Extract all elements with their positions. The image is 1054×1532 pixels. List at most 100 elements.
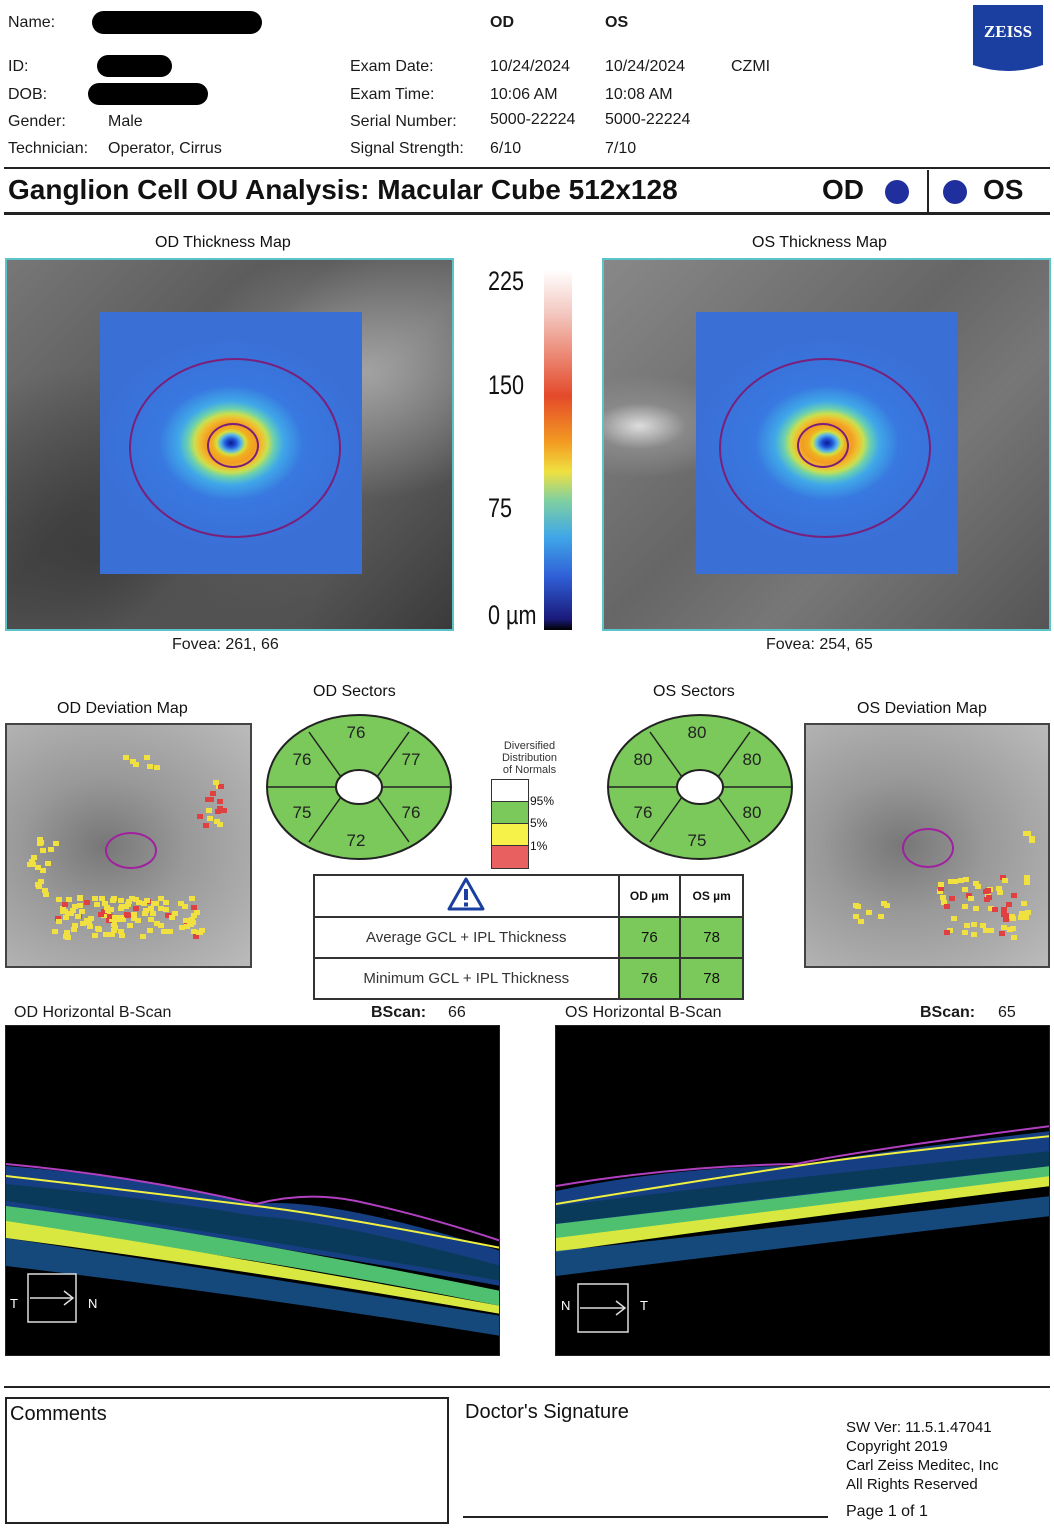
deviation-pixel: [962, 930, 969, 936]
deviation-pixel: [158, 922, 165, 928]
deviation-pixel: [161, 929, 168, 935]
deviation-pixel: [190, 904, 197, 910]
deviation-pixel: [108, 916, 115, 922]
scale-tick-150: 150: [488, 370, 525, 400]
deviation-pixel: [133, 897, 140, 903]
deviation-pixel: [133, 762, 140, 768]
deviation-pixel: [952, 879, 959, 885]
deviation-pixel: [107, 906, 114, 912]
deviation-pixel: [150, 901, 157, 907]
exam-date-od: 10/24/2024: [490, 58, 571, 75]
exam-time-os: 10:08 AM: [605, 86, 673, 103]
technician-label: Technician:: [8, 140, 89, 157]
deviation-pixel: [962, 887, 969, 893]
legend-5: 5%: [530, 816, 548, 830]
deviation-pixel: [154, 920, 161, 926]
gcl-ipl-summary-table: OD µm OS µm Average GCL + IPL Thickness …: [313, 874, 744, 1000]
deviation-pixel: [108, 931, 115, 937]
deviation-pixel: [855, 904, 862, 910]
os-bscan-title: OS Horizontal B-Scan: [565, 1004, 722, 1021]
average-thickness-od: 76: [617, 916, 682, 959]
od-deviation-map: [5, 723, 252, 968]
deviation-pixel: [189, 916, 196, 922]
deviation-pixel: [71, 923, 78, 929]
os-sector-upper-left: 80: [634, 750, 653, 769]
os-sector-lower-right: 80: [743, 803, 762, 822]
od-inner-ellipse: [207, 423, 259, 468]
deviation-pixel: [97, 912, 104, 918]
deviation-pixel: [208, 797, 215, 803]
deviation-pixel: [162, 907, 169, 913]
deviation-pixel: [983, 897, 990, 903]
os-sector-lower-left: 76: [634, 803, 653, 822]
deviation-pixel: [92, 933, 98, 939]
deviation-pixel: [84, 918, 91, 924]
deviation-pixel: [940, 899, 947, 905]
deviation-pixel: [96, 926, 103, 932]
od-bscan-left-dir: T: [10, 1296, 18, 1311]
deviation-pixel: [1009, 926, 1016, 931]
deviation-pixel: [144, 897, 151, 903]
redacted-name: [92, 11, 262, 34]
deviation-pixel: [987, 928, 994, 934]
id-label: ID:: [8, 58, 29, 75]
title-os: OS: [983, 174, 1024, 205]
deviation-pixel: [971, 921, 978, 927]
deviation-pixel: [125, 913, 132, 919]
page-title: Ganglion Cell OU Analysis: Macular Cube …: [8, 174, 678, 205]
normals-legend-title: Diversified Distribution of Normals: [487, 740, 572, 776]
deviation-pixel: [189, 895, 196, 901]
os-thickness-title: OS Thickness Map: [752, 234, 887, 251]
od-thickness-title: OD Thickness Map: [155, 234, 291, 251]
deviation-pixel: [216, 805, 223, 811]
os-sector-top: 80: [688, 723, 707, 742]
deviation-pixel: [1010, 934, 1017, 940]
deviation-pixel: [91, 895, 98, 901]
legend-title-line-2: Distribution: [501, 752, 558, 764]
od-bscan-number: 66: [448, 1004, 466, 1021]
zeiss-logo-text: ZEISS: [984, 22, 1032, 41]
deviation-pixel: [86, 924, 93, 930]
name-label: Name:: [8, 14, 56, 31]
serial-os: 5000-22224: [605, 111, 691, 128]
deviation-pixel: [45, 860, 52, 866]
os-sectors-chart: 80 80 80 76 80 75: [607, 714, 793, 860]
deviation-pixel: [182, 918, 189, 924]
deviation-pixel: [140, 933, 147, 939]
od-bscan-title: OD Horizontal B-Scan: [14, 1004, 172, 1021]
exam-time-od: 10:06 AM: [490, 86, 558, 103]
deviation-pixel: [77, 903, 84, 908]
deviation-pixel: [99, 895, 106, 901]
deviation-pixel: [982, 927, 989, 933]
serial-od: 5000-22224: [490, 111, 576, 128]
deviation-pixel: [39, 848, 46, 854]
page-number: Page 1 of 1: [846, 1503, 928, 1520]
od-sectors-title: OD Sectors: [313, 683, 396, 700]
deviation-pixel: [204, 797, 211, 803]
deviation-pixel: [102, 932, 109, 938]
zeiss-logo: ZEISS: [973, 5, 1043, 73]
deviation-pixel: [1024, 909, 1031, 915]
deviation-pixel: [984, 888, 991, 894]
legend-white-swatch: [492, 780, 528, 802]
deviation-pixel: [986, 894, 993, 900]
deviation-pixel: [999, 930, 1006, 936]
deviation-pixel: [76, 895, 83, 901]
legend-yellow-swatch: [492, 824, 528, 846]
deviation-pixel: [1023, 880, 1030, 886]
deviation-pixel: [62, 902, 69, 908]
deviation-pixel: [991, 907, 998, 913]
od-deviation-ellipse: [105, 832, 157, 869]
deviation-pixel: [186, 917, 193, 923]
os-inner-ellipse: [797, 423, 849, 468]
deviation-pixel: [79, 921, 86, 927]
title-divider: [4, 212, 1050, 215]
comments-box[interactable]: Comments: [5, 1397, 449, 1524]
deviation-pixel: [158, 906, 165, 912]
signature-line[interactable]: [463, 1516, 828, 1518]
os-outer-ellipse: [719, 358, 931, 538]
deviation-pixel: [938, 886, 945, 892]
deviation-pixel: [881, 901, 888, 907]
deviation-pixel: [52, 928, 59, 934]
average-thickness-label: Average GCL + IPL Thickness: [313, 916, 620, 959]
